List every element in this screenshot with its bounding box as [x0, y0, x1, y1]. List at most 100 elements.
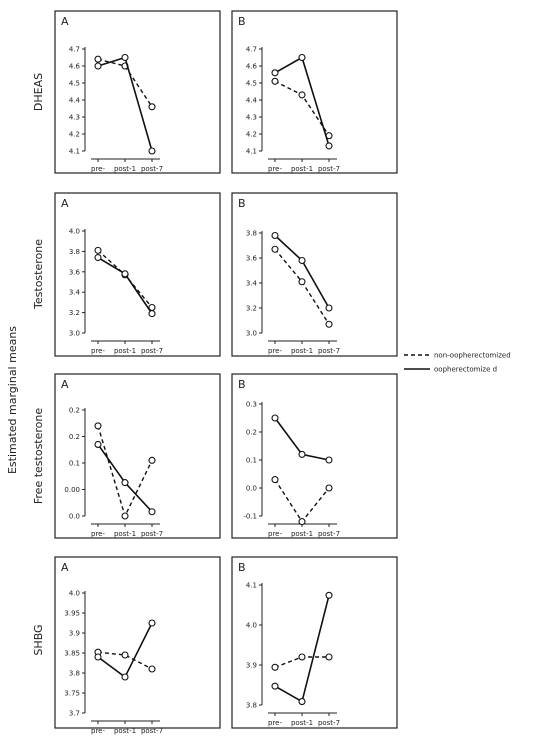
data-point [121, 270, 129, 278]
chart-panel-1: A 4.1 4.2 4.3 4.4 4.5 4.6 4.7 pre-post-1 post-7 DH… [32, 10, 221, 174]
data-point [271, 682, 279, 690]
data-point [94, 55, 102, 63]
y-tick-label: 4.0 [69, 590, 80, 598]
data-point [94, 422, 102, 430]
x-tick-label: post-7 [141, 165, 163, 173]
x-tick-label: post-7 [318, 165, 340, 173]
data-point [325, 456, 333, 464]
y-tick-label: 3.8 [246, 702, 257, 710]
series-line-oopherectomized [274, 595, 330, 703]
data-point [148, 665, 156, 673]
y-tick-label: 4.0 [246, 622, 257, 630]
data-point [298, 698, 306, 706]
x-tick-label: pre- [268, 165, 282, 173]
data-point [271, 476, 279, 484]
y-tick-label: 0.2 [69, 407, 80, 415]
y-tick-label: 3.4 [246, 280, 258, 288]
x-tick-label: post-7 [318, 719, 340, 727]
y-tick-label: 4.6 [246, 63, 258, 71]
y-tick-label: 3.95 [64, 610, 80, 618]
legend: non-oopherectomized oopherectomize d [404, 352, 511, 374]
legend-label: non-oopherectomized [434, 352, 511, 360]
y-tick-label: 4.7 [246, 46, 257, 54]
y-tick-label: 3.7 [69, 710, 80, 718]
y-tick-label: 3.6 [246, 255, 258, 263]
y-tick-label: 3.2 [246, 305, 257, 313]
data-point [325, 653, 333, 661]
y-tick-label: 4.1 [69, 148, 80, 156]
y-tick-label: 0.0 [69, 513, 80, 521]
chart-panel-7: A 3.7 3.75 3.8 3.85 3.9 3.95 4.0 pre-post-1 post-… [32, 556, 221, 735]
x-tick-label: post-1 [291, 165, 313, 173]
data-point [148, 147, 156, 155]
panel-letter: A [61, 197, 69, 210]
panel-frame [231, 373, 398, 539]
y-tick-label: 3.2 [69, 309, 80, 317]
series-line-non-oopherectomized [274, 80, 330, 137]
y-tick-label: 4.1 [246, 582, 257, 590]
x-tick-label: pre- [268, 530, 282, 538]
y-tick-label: 3.8 [69, 248, 80, 256]
data-point [271, 414, 279, 422]
data-point [94, 62, 102, 70]
y-tick-label: 0.1 [69, 460, 80, 468]
y-tick-label: 4.6 [69, 63, 81, 71]
data-point [148, 508, 156, 516]
x-tick-label: post-1 [291, 719, 313, 727]
series-line-oopherectomized [274, 56, 330, 147]
data-point [121, 53, 129, 62]
x-tick-label: post-1 [291, 530, 313, 538]
row-ylabel: SHBG [32, 624, 45, 655]
data-point [148, 456, 156, 464]
data-point [94, 440, 102, 449]
x-tick-label: post-1 [114, 347, 136, 355]
x-tick-label: post-1 [114, 727, 136, 735]
data-point [325, 142, 333, 150]
panel-letter: B [238, 561, 246, 574]
y-tick-label: 3.0 [246, 330, 257, 338]
panel-letter: A [61, 15, 69, 28]
y-tick-label: 4.2 [69, 131, 80, 139]
series-line-non-oopherectomized [97, 249, 153, 308]
y-tick-label: 3.9 [69, 630, 80, 638]
y-tick-label: 4.5 [69, 80, 80, 88]
data-point [94, 653, 102, 661]
y-tick-label: 3.85 [64, 650, 80, 658]
y-tick-label: 0.2 [69, 433, 80, 441]
data-point [121, 512, 129, 520]
data-point [298, 653, 306, 661]
data-point [271, 231, 279, 240]
chart-panel-5: A 0.0 0.00 0.1 0.2 0.2 pre-post-1 post-7 Free te… [32, 373, 221, 539]
y-tick-label: 4.0 [69, 228, 80, 236]
y-tick-label: 4.3 [246, 114, 257, 122]
panel-frame [54, 556, 221, 729]
panel-frame [231, 10, 398, 174]
y-tick-label: 0.1 [246, 457, 257, 465]
chart-panel-3: A 3.0 3.2 3.4 3.6 3.8 4.0 pre-post-1 post-7 Testo… [32, 192, 221, 357]
series-line-oopherectomized [97, 622, 153, 679]
panel-letter: A [61, 561, 69, 574]
y-tick-label: 3.4 [69, 289, 81, 297]
legend-label: oopherectomize d [434, 366, 497, 374]
panel-frame [54, 192, 221, 357]
panel-frame [54, 373, 221, 539]
data-point [325, 484, 333, 492]
panel-frame [54, 10, 221, 174]
x-tick-label: post-7 [141, 727, 163, 735]
series-line-oopherectomized [274, 234, 330, 309]
y-axis-title: Estimated marginal means [6, 326, 19, 474]
y-tick-label: 3.75 [64, 690, 80, 698]
series-line-oopherectomized [97, 256, 153, 315]
panel-letter: A [61, 378, 69, 391]
data-point [148, 619, 156, 627]
x-tick-label: post-7 [318, 347, 340, 355]
data-point [148, 310, 156, 318]
chart-panel-2: B 4.1 4.2 4.3 4.4 4.5 4.6 4.7 pre-post-1 post-7 [231, 10, 398, 174]
y-tick-label: 0.00 [64, 486, 80, 494]
x-tick-label: pre- [91, 530, 105, 538]
data-point [271, 77, 279, 85]
x-tick-label: pre- [268, 719, 282, 727]
y-tick-label: 0.0 [246, 485, 257, 493]
data-point [298, 91, 306, 99]
x-tick-label: post-7 [141, 530, 163, 538]
